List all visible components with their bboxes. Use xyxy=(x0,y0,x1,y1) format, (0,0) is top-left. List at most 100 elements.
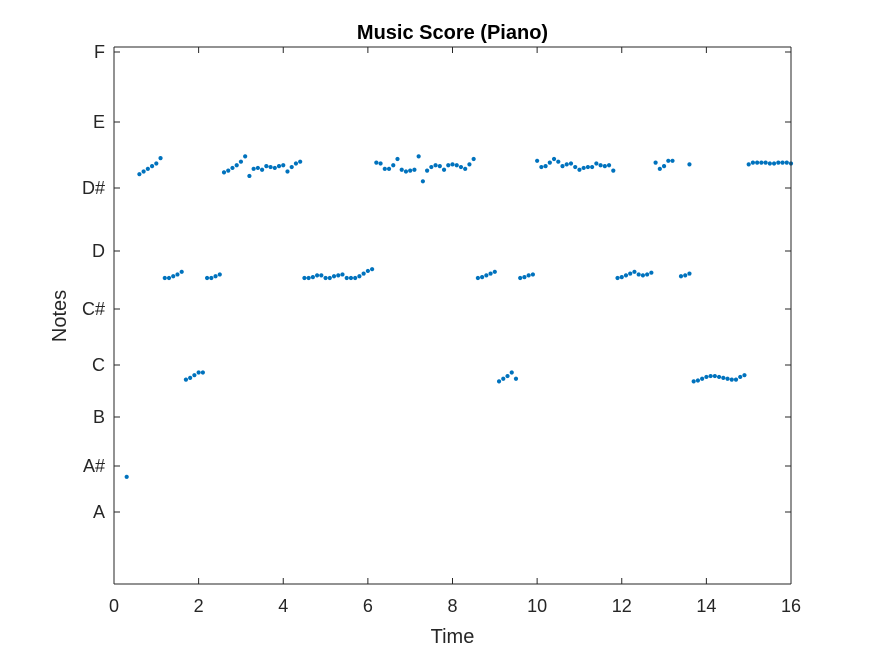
data-point xyxy=(695,378,701,383)
data-point xyxy=(687,271,692,276)
data-point xyxy=(361,271,366,276)
data-point xyxy=(746,162,751,167)
data-point xyxy=(615,275,620,281)
data-point xyxy=(429,164,434,170)
data-point xyxy=(742,373,747,378)
data-point xyxy=(628,271,633,276)
data-point xyxy=(480,275,485,280)
y-tick-label: C xyxy=(92,355,105,375)
data-point xyxy=(255,165,260,171)
x-tick-label: 12 xyxy=(612,596,632,616)
x-tick-label: 14 xyxy=(696,596,716,616)
data-point xyxy=(221,170,227,175)
data-point xyxy=(560,164,565,169)
data-point xyxy=(196,370,201,375)
data-point xyxy=(708,373,713,379)
data-point xyxy=(551,156,557,162)
data-point xyxy=(691,379,696,384)
data-point xyxy=(666,158,671,163)
data-point xyxy=(543,164,548,169)
data-point xyxy=(755,160,760,165)
data-point xyxy=(217,272,222,277)
data-point xyxy=(272,165,277,171)
data-point xyxy=(259,167,265,172)
data-point xyxy=(716,374,722,380)
data-point xyxy=(509,370,514,375)
data-point xyxy=(632,269,637,274)
data-point xyxy=(192,373,197,378)
data-point xyxy=(750,160,756,165)
data-point xyxy=(513,376,519,381)
data-point xyxy=(420,179,425,184)
data-point xyxy=(492,269,497,274)
data-point xyxy=(602,164,607,169)
data-point xyxy=(230,165,235,171)
data-point xyxy=(425,168,430,173)
data-point xyxy=(365,268,370,274)
y-ticks: A A# B C C# D D# E F xyxy=(82,42,791,522)
data-point xyxy=(310,275,315,280)
data-point xyxy=(721,375,726,380)
data-point xyxy=(535,158,540,163)
data-point xyxy=(298,159,303,164)
data-point xyxy=(416,154,421,159)
x-tick-label: 8 xyxy=(447,596,457,616)
data-point xyxy=(200,370,205,375)
data-point xyxy=(171,274,176,279)
data-point xyxy=(344,275,349,281)
data-point xyxy=(530,272,535,277)
data-point xyxy=(293,161,299,166)
data-point xyxy=(725,376,730,381)
data-point xyxy=(505,373,510,379)
data-point xyxy=(264,164,269,169)
data-point xyxy=(463,166,468,171)
data-point xyxy=(547,160,552,165)
data-point xyxy=(378,161,383,166)
data-point xyxy=(124,474,129,479)
data-point xyxy=(281,163,286,168)
data-point xyxy=(357,274,362,279)
plot-area xyxy=(114,47,791,584)
data-point xyxy=(226,168,231,173)
data-point xyxy=(598,163,603,168)
data-point xyxy=(188,375,193,380)
data-point xyxy=(484,273,489,278)
data-point xyxy=(488,271,493,276)
data-point xyxy=(577,167,582,172)
data-point xyxy=(738,374,743,380)
data-point xyxy=(611,168,616,173)
data-point xyxy=(302,275,307,281)
data-point xyxy=(670,158,675,163)
data-point xyxy=(471,156,476,162)
data-point xyxy=(623,273,629,278)
data-point xyxy=(247,173,252,179)
data-point xyxy=(712,373,717,379)
data-point xyxy=(458,164,464,170)
data-point xyxy=(213,274,218,279)
data-point xyxy=(289,164,294,170)
data-point xyxy=(353,275,358,281)
data-point xyxy=(590,164,595,170)
data-point xyxy=(441,167,447,172)
y-tick-label: A# xyxy=(83,456,105,476)
data-point xyxy=(412,167,417,172)
data-point xyxy=(437,164,442,169)
data-point xyxy=(518,275,523,281)
data-point xyxy=(386,166,392,171)
data-point xyxy=(179,269,184,274)
data-point xyxy=(771,161,777,166)
y-tick-label: B xyxy=(93,407,105,427)
data-point xyxy=(454,163,459,168)
data-point xyxy=(475,275,480,281)
data-point xyxy=(323,275,328,281)
x-tick-label: 16 xyxy=(781,596,801,616)
y-tick-label: C# xyxy=(82,299,105,319)
data-point xyxy=(175,272,180,277)
data-point xyxy=(251,166,256,171)
data-point xyxy=(137,172,142,177)
data-point xyxy=(348,275,354,281)
data-point xyxy=(759,160,764,165)
y-tick-label: D xyxy=(92,241,105,261)
x-tick-label: 2 xyxy=(194,596,204,616)
